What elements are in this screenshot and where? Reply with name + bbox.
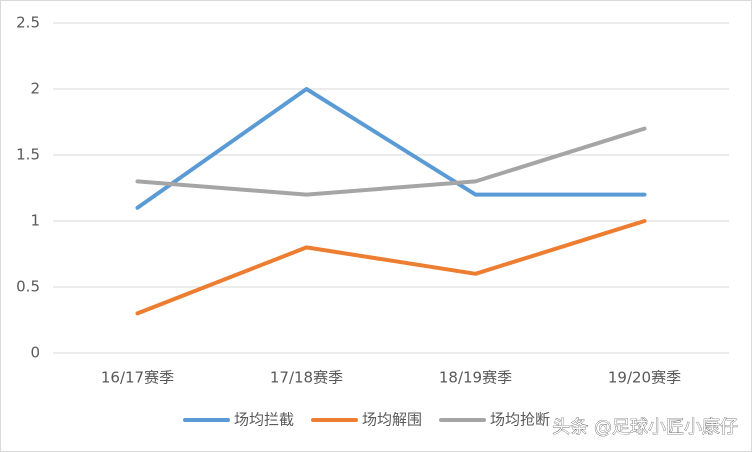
line-series (135, 126, 647, 197)
x-tick-label: 18/19赛季 (439, 369, 512, 387)
x-tick-label: 19/20赛季 (608, 369, 681, 387)
y-tick-label: 0 (30, 344, 40, 362)
y-tick-label: 1.5 (16, 146, 40, 164)
y-tick-label: 1 (30, 212, 40, 230)
legend-label: 场均抢断 (490, 411, 550, 429)
line-series (135, 219, 647, 316)
line-series (135, 87, 647, 210)
watermark: 头条 @足球小匠小康仔 (552, 417, 738, 438)
x-tick-label: 17/18赛季 (270, 369, 343, 387)
legend-label: 场均拦截 (234, 411, 294, 429)
legend-label: 场均解围 (362, 411, 422, 429)
y-tick-label: 2.5 (16, 14, 40, 32)
x-tick-label: 16/17赛季 (101, 369, 174, 387)
y-tick-label: 0.5 (16, 278, 40, 296)
y-tick-label: 2 (30, 80, 40, 98)
